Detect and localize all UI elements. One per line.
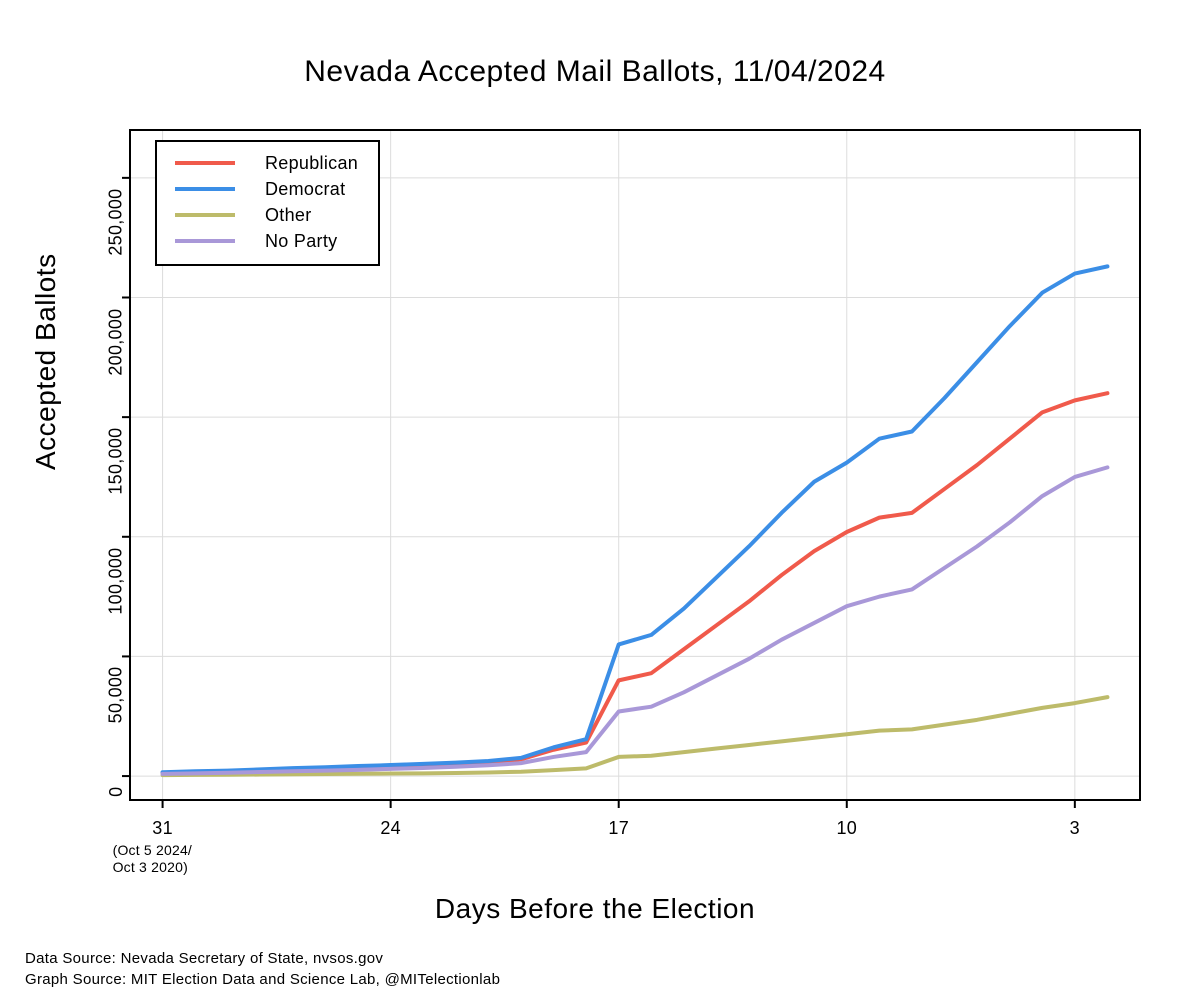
legend-swatch [175,187,235,191]
legend-label: Republican [265,153,358,174]
chart-title: Nevada Accepted Mail Ballots, 11/04/2024 [0,55,1190,89]
legend-label: Democrat [265,179,345,200]
legend-item: Republican [175,150,358,176]
x-tick-label: 17 [608,818,629,839]
x-tick-label: 3 [1070,818,1080,839]
legend-swatch [175,161,235,165]
x-tick-label: 10 [836,818,857,839]
legend-item: No Party [175,228,358,254]
x-tick-label: 24 [380,818,401,839]
legend-item: Other [175,202,358,228]
y-tick-label: 150,000 [106,428,127,495]
legend-item: Democrat [175,176,358,202]
y-tick-label: 50,000 [106,667,127,724]
y-tick-label: 100,000 [106,547,127,614]
y-tick-label: 200,000 [106,308,127,375]
series-line [163,393,1108,773]
x-tick-label: 31 [152,818,173,839]
legend-label: Other [265,205,312,226]
legend: Republican Democrat Other No Party [155,140,380,266]
y-axis-label: Accepted Ballots [30,253,62,470]
y-tick-label: 250,000 [106,188,127,255]
legend-label: No Party [265,231,337,252]
legend-swatch [175,239,235,243]
x-tick-sublabel: (Oct 5 2024/Oct 3 2020) [113,842,192,876]
x-axis-label: Days Before the Election [0,893,1190,925]
series-line [163,266,1108,772]
legend-swatch [175,213,235,217]
series-line [163,467,1108,774]
footer-data-source: Data Source: Nevada Secretary of State, … [25,950,383,967]
footer-graph-source: Graph Source: MIT Election Data and Scie… [25,971,500,988]
chart-container: Nevada Accepted Mail Ballots, 11/04/2024… [0,0,1190,1000]
y-tick-label: 0 [106,787,127,797]
